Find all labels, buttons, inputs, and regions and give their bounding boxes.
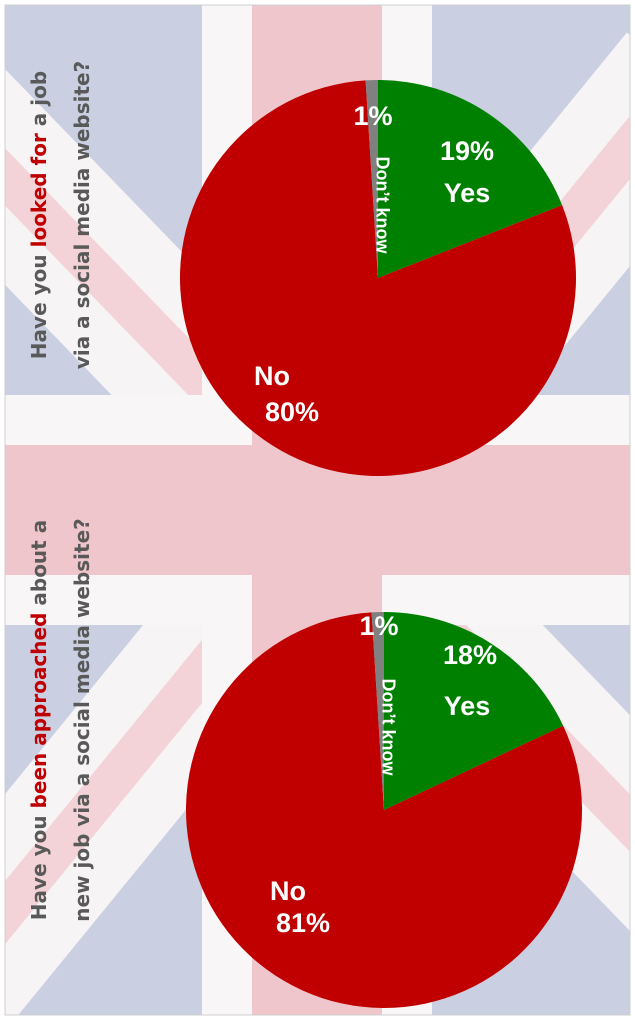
title-part: looked for [27,133,51,247]
category-label: No [254,361,290,391]
pie-slice [186,612,582,1008]
pie-slice [365,80,378,278]
title-part: about a [27,520,51,613]
category-label: Yes [444,691,491,721]
chart-title: Have you looked for a job [27,71,51,359]
pie-slice [378,80,563,278]
value-label: 1% [353,101,392,131]
chart-title: via a social media website? [70,61,94,369]
pie-slice [384,612,564,810]
category-label: Yes [444,178,491,208]
category-label: Don’t know [378,679,398,777]
chart-title: Have you been approached about a [27,520,51,920]
value-label: 81% [276,908,330,938]
value-label: 1% [359,611,398,641]
value-label: 80% [265,397,319,427]
value-label: 18% [443,640,497,670]
title-part: via a social media website? [70,61,94,369]
title-part: new job via a social media website? [70,518,94,921]
chart-title: new job via a social media website? [70,518,94,921]
category-label: Don’t know [372,157,392,255]
frame [4,4,631,1016]
category-label: No [270,876,306,906]
value-label: 19% [440,136,494,166]
pie-slice [371,612,384,810]
title-part: a job [27,71,51,133]
title-part: Have you [27,808,51,920]
pie-slice [180,80,576,476]
title-part: been approached [27,613,51,809]
title-part: Have you [27,247,51,359]
